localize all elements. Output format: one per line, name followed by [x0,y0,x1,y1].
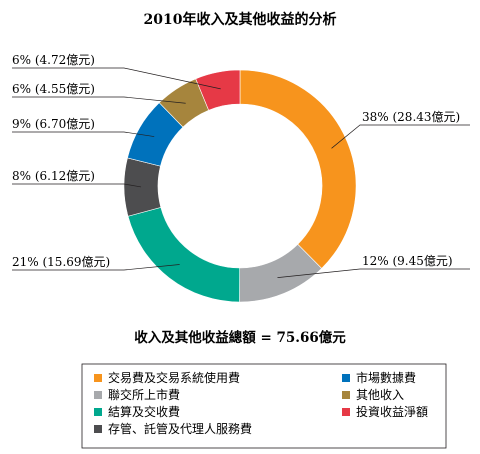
slice-label-3: 21% (15.69億元) [12,255,110,269]
slice-label-7: 6% (4.72億元) [12,53,95,67]
legend-label-6: 其他收入 [356,388,404,402]
legend-swatch-4 [94,425,102,433]
leader-line-3 [12,264,180,271]
leader-line-5 [12,131,155,137]
slice-label-5: 9% (6.70億元) [12,117,95,131]
legend-swatch-3 [94,408,102,416]
leader-line-7 [12,67,221,90]
legend-swatch-1 [94,374,102,382]
legend-label-1: 交易費及交易系統使用費 [108,370,240,385]
slice-label-6: 6% (4.55億元) [12,82,95,96]
leader-line-1 [331,124,470,149]
slice-label-2: 12% (9.45億元) [362,254,453,268]
legend-label-5: 市場數據費 [356,370,416,385]
legend-label-2: 聯交所上市費 [108,387,180,402]
total-label: 收入及其他收益總額 = 75.66億元 [134,329,346,346]
legend-label-3: 結算及交收費 [108,404,180,419]
legend-label-4: 存管、託管及代理人服務費 [108,421,252,436]
donut-slice-7 [195,69,241,111]
legend-swatch-7 [342,408,350,416]
slice-label-4: 8% (6.12億元) [12,169,95,183]
legend-swatch-6 [342,391,350,399]
donut-slice-4 [123,157,162,217]
legend-swatch-2 [94,391,102,399]
donut-slice-3 [127,207,240,303]
donut-slice-1 [239,69,357,269]
legend-box [81,363,447,449]
leader-lines [12,67,470,278]
leader-line-6 [12,96,186,104]
leader-line-2 [277,268,470,278]
leader-line-4 [12,183,142,188]
donut-slices [123,69,357,303]
legend-swatch-5 [342,374,350,382]
chart-title: 2010年收入及其他收益的分析 [144,11,337,28]
legend-label-7: 投資收益淨額 [356,404,428,419]
slice-label-1: 38% (28.43億元) [362,110,460,124]
slice-labels: 38% (28.43億元) 12% (9.45億元) 21% (15.69億元) 8%… [12,53,460,269]
